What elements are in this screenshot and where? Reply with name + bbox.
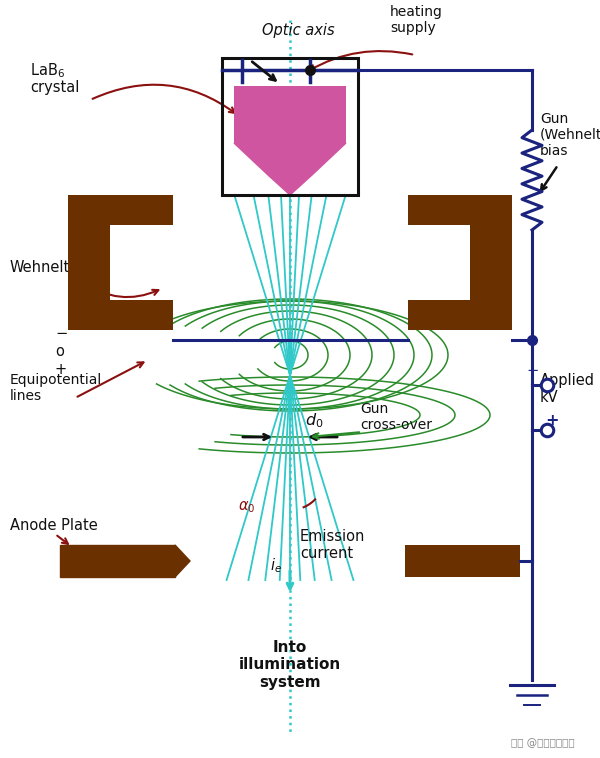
Bar xyxy=(68,300,173,330)
Bar xyxy=(68,195,110,330)
Text: o: o xyxy=(55,344,64,359)
Text: +: + xyxy=(545,413,559,428)
Text: $\alpha_0$: $\alpha_0$ xyxy=(238,499,255,515)
Polygon shape xyxy=(175,545,190,577)
Text: $d_0$: $d_0$ xyxy=(305,411,323,430)
Bar xyxy=(405,545,520,577)
Bar xyxy=(408,195,512,225)
Text: −: − xyxy=(55,326,67,341)
Text: Filament
heating
supply: Filament heating supply xyxy=(390,0,449,35)
Text: Emission
current: Emission current xyxy=(300,528,365,561)
Text: crystal: crystal xyxy=(30,80,79,95)
Polygon shape xyxy=(234,143,346,195)
Polygon shape xyxy=(60,545,175,577)
Text: Optic axis: Optic axis xyxy=(262,23,334,38)
Text: Anode Plate: Anode Plate xyxy=(10,518,98,533)
Bar xyxy=(470,195,512,330)
Bar xyxy=(234,86,346,143)
Text: Gun
(Wehnelt)
bias: Gun (Wehnelt) bias xyxy=(540,111,600,158)
Text: Equipotential
lines: Equipotential lines xyxy=(10,373,102,403)
Text: −: − xyxy=(527,363,539,378)
Text: kV: kV xyxy=(540,390,559,405)
Bar xyxy=(222,58,358,195)
Text: Wehnelt: Wehnelt xyxy=(10,260,70,275)
Text: Applied: Applied xyxy=(540,373,595,388)
Text: Into
illumination
system: Into illumination system xyxy=(239,640,341,690)
Bar xyxy=(68,195,173,225)
Text: $i_e$: $i_e$ xyxy=(270,556,282,575)
Text: 知乎 @我想做个匠子: 知乎 @我想做个匠子 xyxy=(511,738,575,748)
Text: +: + xyxy=(55,362,67,377)
Bar xyxy=(408,300,512,330)
Text: Gun
cross-over: Gun cross-over xyxy=(360,402,432,432)
Text: LaB$_6$: LaB$_6$ xyxy=(30,61,65,80)
